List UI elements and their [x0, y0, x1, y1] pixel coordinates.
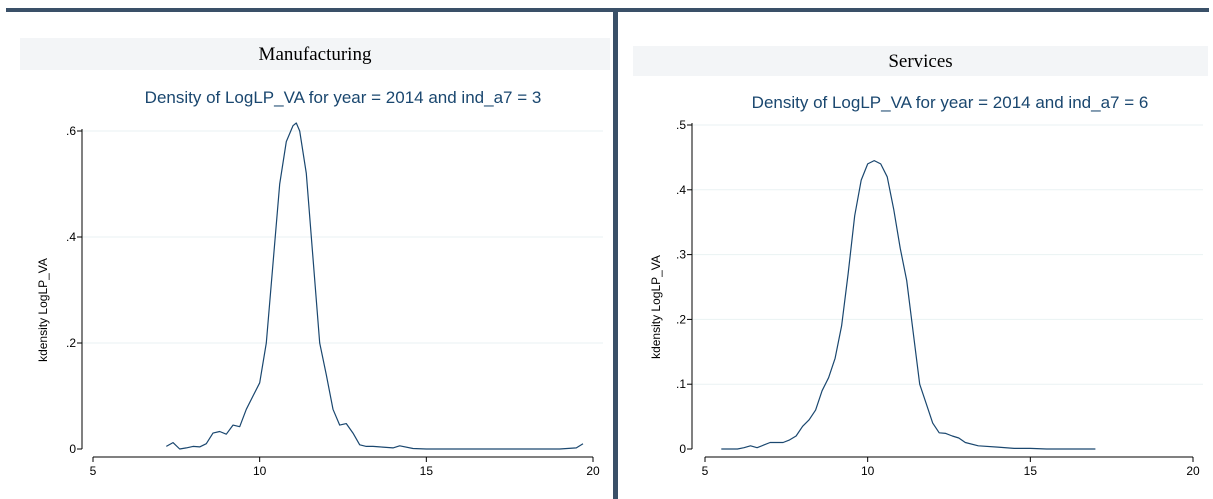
density-line: [721, 160, 1096, 450]
y-axis-label: kdensity LogLP_VA: [36, 258, 50, 362]
y-tick-label: .3: [676, 248, 686, 262]
y-tick-label: .2: [676, 312, 686, 326]
x-tick-label: 15: [420, 464, 434, 478]
y-tick-label: .4: [66, 230, 76, 244]
y-tick-label: 0: [679, 442, 686, 456]
x-tick-label: 10: [253, 464, 267, 478]
density-line: [166, 122, 584, 450]
x-tick-label: 5: [90, 464, 97, 478]
density-chart-services: 0 .1 .2 .3 .4 .5 5 10 15 20 kdensity LogLP_VA Densi…: [649, 93, 1203, 478]
y-tick-label: .6: [66, 124, 76, 138]
y-axis-label: kdensity LogLP_VA: [649, 255, 663, 359]
panel-heading-manufacturing: Manufacturing: [258, 44, 372, 65]
chart-title: Density of LogLP_VA for year = 2014 and …: [145, 88, 542, 107]
panel-heading-band-left: [20, 38, 610, 70]
y-tick-label: 0: [69, 442, 76, 456]
y-tick-label: .2: [66, 336, 76, 350]
x-tick-label: 20: [586, 464, 600, 478]
y-tick-label: .1: [676, 377, 686, 391]
x-tick-label: 15: [1024, 464, 1038, 478]
x-tick-label: 10: [861, 464, 875, 478]
density-chart-manufacturing: 0 .2 .4 .6 5 10 15 20 kdensity LogLP_VA Density o…: [36, 88, 603, 478]
center-divider: [613, 8, 618, 499]
top-divider: [6, 8, 1209, 12]
x-tick-label: 20: [1186, 464, 1200, 478]
panel-heading-services: Services: [888, 51, 953, 72]
y-tick-label: .5: [676, 118, 686, 132]
chart-title: Density of LogLP_VA for year = 2014 and …: [752, 93, 1149, 112]
y-tick-label: .4: [676, 183, 686, 197]
panel-heading-band-right: [633, 46, 1208, 76]
x-tick-label: 5: [702, 464, 709, 478]
